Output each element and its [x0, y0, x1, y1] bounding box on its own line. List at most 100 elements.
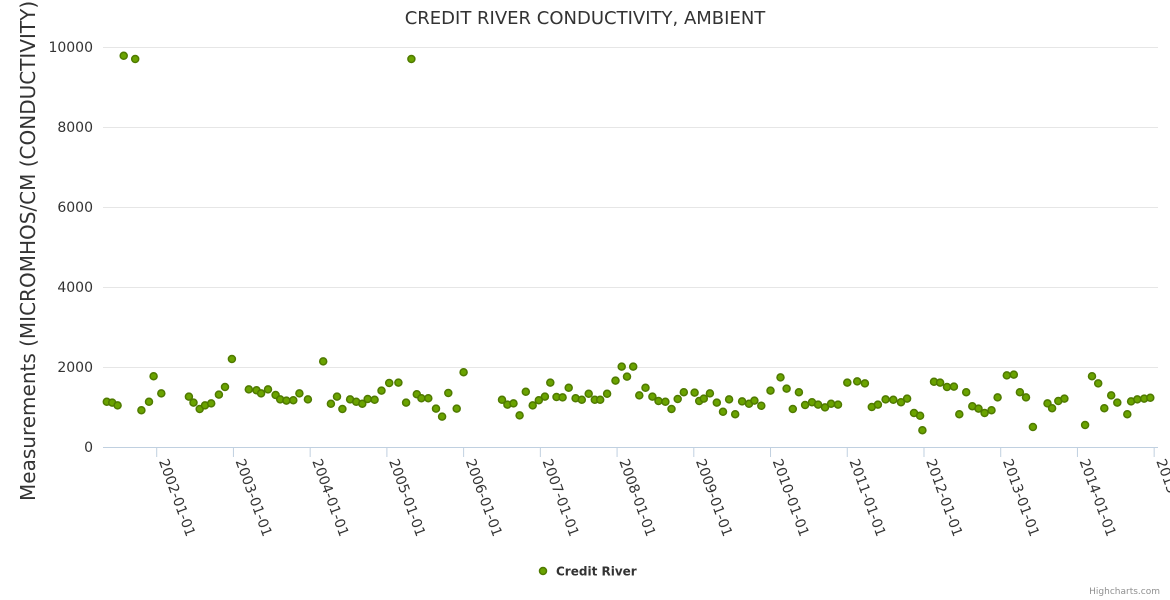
data-point[interactable]: [611, 376, 620, 385]
data-point[interactable]: [189, 398, 198, 407]
data-point[interactable]: [437, 412, 447, 421]
data-point[interactable]: [617, 362, 626, 371]
data-point[interactable]: [648, 392, 657, 401]
data-point[interactable]: [303, 395, 313, 404]
data-point[interactable]: [326, 399, 336, 409]
data-point[interactable]: [705, 389, 715, 398]
data-point[interactable]: [515, 411, 524, 420]
data-point[interactable]: [673, 394, 682, 404]
data-point[interactable]: [144, 397, 154, 407]
data-point[interactable]: [730, 409, 740, 419]
data-point[interactable]: [1093, 379, 1103, 388]
data-point[interactable]: [833, 400, 843, 409]
data-point[interactable]: [113, 401, 122, 410]
data-point[interactable]: [157, 389, 166, 398]
data-point[interactable]: [1080, 420, 1090, 430]
data-point[interactable]: [667, 404, 676, 414]
data-point[interactable]: [282, 396, 291, 405]
data-point[interactable]: [718, 407, 728, 417]
data-point[interactable]: [459, 367, 468, 377]
data-point[interactable]: [534, 395, 544, 405]
data-point[interactable]: [690, 388, 699, 397]
data-point[interactable]: [679, 387, 689, 397]
data-point[interactable]: [852, 377, 862, 386]
data-point[interactable]: [577, 395, 587, 405]
data-point[interactable]: [149, 371, 158, 381]
data-point[interactable]: [661, 397, 670, 407]
data-point[interactable]: [1100, 403, 1109, 413]
legend-item-credit-river[interactable]: Credit River: [538, 565, 637, 579]
data-point[interactable]: [873, 400, 883, 409]
data-point[interactable]: [826, 399, 836, 409]
data-point[interactable]: [540, 392, 550, 401]
data-point[interactable]: [889, 395, 898, 405]
data-point[interactable]: [961, 387, 971, 397]
data-point[interactable]: [370, 395, 379, 405]
data-point[interactable]: [184, 392, 194, 401]
data-point[interactable]: [843, 378, 852, 387]
data-point[interactable]: [431, 404, 441, 413]
data-point[interactable]: [424, 393, 433, 403]
data-point[interactable]: [1060, 394, 1069, 403]
data-point[interactable]: [942, 382, 952, 392]
data-point[interactable]: [757, 401, 766, 411]
data-point[interactable]: [1047, 403, 1057, 413]
data-point[interactable]: [813, 400, 823, 409]
data-point[interactable]: [1106, 391, 1116, 400]
data-point[interactable]: [980, 408, 989, 418]
data-point[interactable]: [295, 389, 304, 398]
data-point[interactable]: [452, 404, 461, 413]
data-point[interactable]: [509, 399, 518, 408]
data-point[interactable]: [137, 405, 146, 415]
data-point[interactable]: [444, 388, 453, 398]
data-point[interactable]: [363, 394, 372, 404]
data-point[interactable]: [384, 378, 394, 388]
data-point[interactable]: [256, 389, 266, 398]
data-point[interactable]: [915, 411, 925, 421]
data-point[interactable]: [119, 51, 128, 61]
data-point[interactable]: [377, 386, 386, 395]
data-point[interactable]: [244, 385, 254, 394]
data-point[interactable]: [558, 393, 567, 402]
data-point[interactable]: [974, 404, 983, 413]
data-point[interactable]: [794, 387, 804, 397]
data-point[interactable]: [724, 395, 734, 404]
data-point[interactable]: [214, 390, 224, 399]
data-point[interactable]: [737, 397, 747, 406]
data-point[interactable]: [1021, 393, 1031, 402]
data-point[interactable]: [1113, 398, 1122, 407]
data-point[interactable]: [318, 357, 328, 366]
data-point[interactable]: [993, 393, 1002, 402]
data-point[interactable]: [521, 387, 531, 397]
data-point[interactable]: [987, 405, 996, 415]
data-point[interactable]: [635, 391, 644, 400]
data-point[interactable]: [338, 404, 347, 414]
data-point[interactable]: [407, 54, 416, 64]
data-point[interactable]: [881, 395, 890, 404]
data-point[interactable]: [955, 409, 964, 419]
data-point[interactable]: [289, 395, 298, 405]
data-point[interactable]: [1087, 371, 1097, 381]
data-point[interactable]: [1015, 387, 1025, 397]
data-point[interactable]: [641, 383, 650, 393]
data-point[interactable]: [564, 383, 573, 393]
data-point[interactable]: [1123, 409, 1132, 419]
data-point[interactable]: [1133, 395, 1142, 404]
data-point[interactable]: [935, 378, 945, 387]
data-point[interactable]: [1009, 370, 1019, 379]
data-point[interactable]: [332, 392, 342, 401]
data-point[interactable]: [750, 396, 759, 405]
data-point[interactable]: [584, 389, 593, 399]
data-point[interactable]: [896, 397, 906, 407]
data-point[interactable]: [401, 398, 411, 407]
data-point[interactable]: [595, 395, 605, 405]
data-point[interactable]: [820, 403, 830, 412]
credits-link[interactable]: Highcharts.com: [1089, 587, 1160, 597]
data-point[interactable]: [546, 378, 555, 387]
data-point[interactable]: [528, 401, 537, 410]
data-point[interactable]: [130, 54, 140, 64]
data-point[interactable]: [788, 404, 798, 414]
data-point[interactable]: [902, 394, 912, 403]
data-point[interactable]: [358, 399, 367, 409]
data-point[interactable]: [622, 372, 632, 381]
